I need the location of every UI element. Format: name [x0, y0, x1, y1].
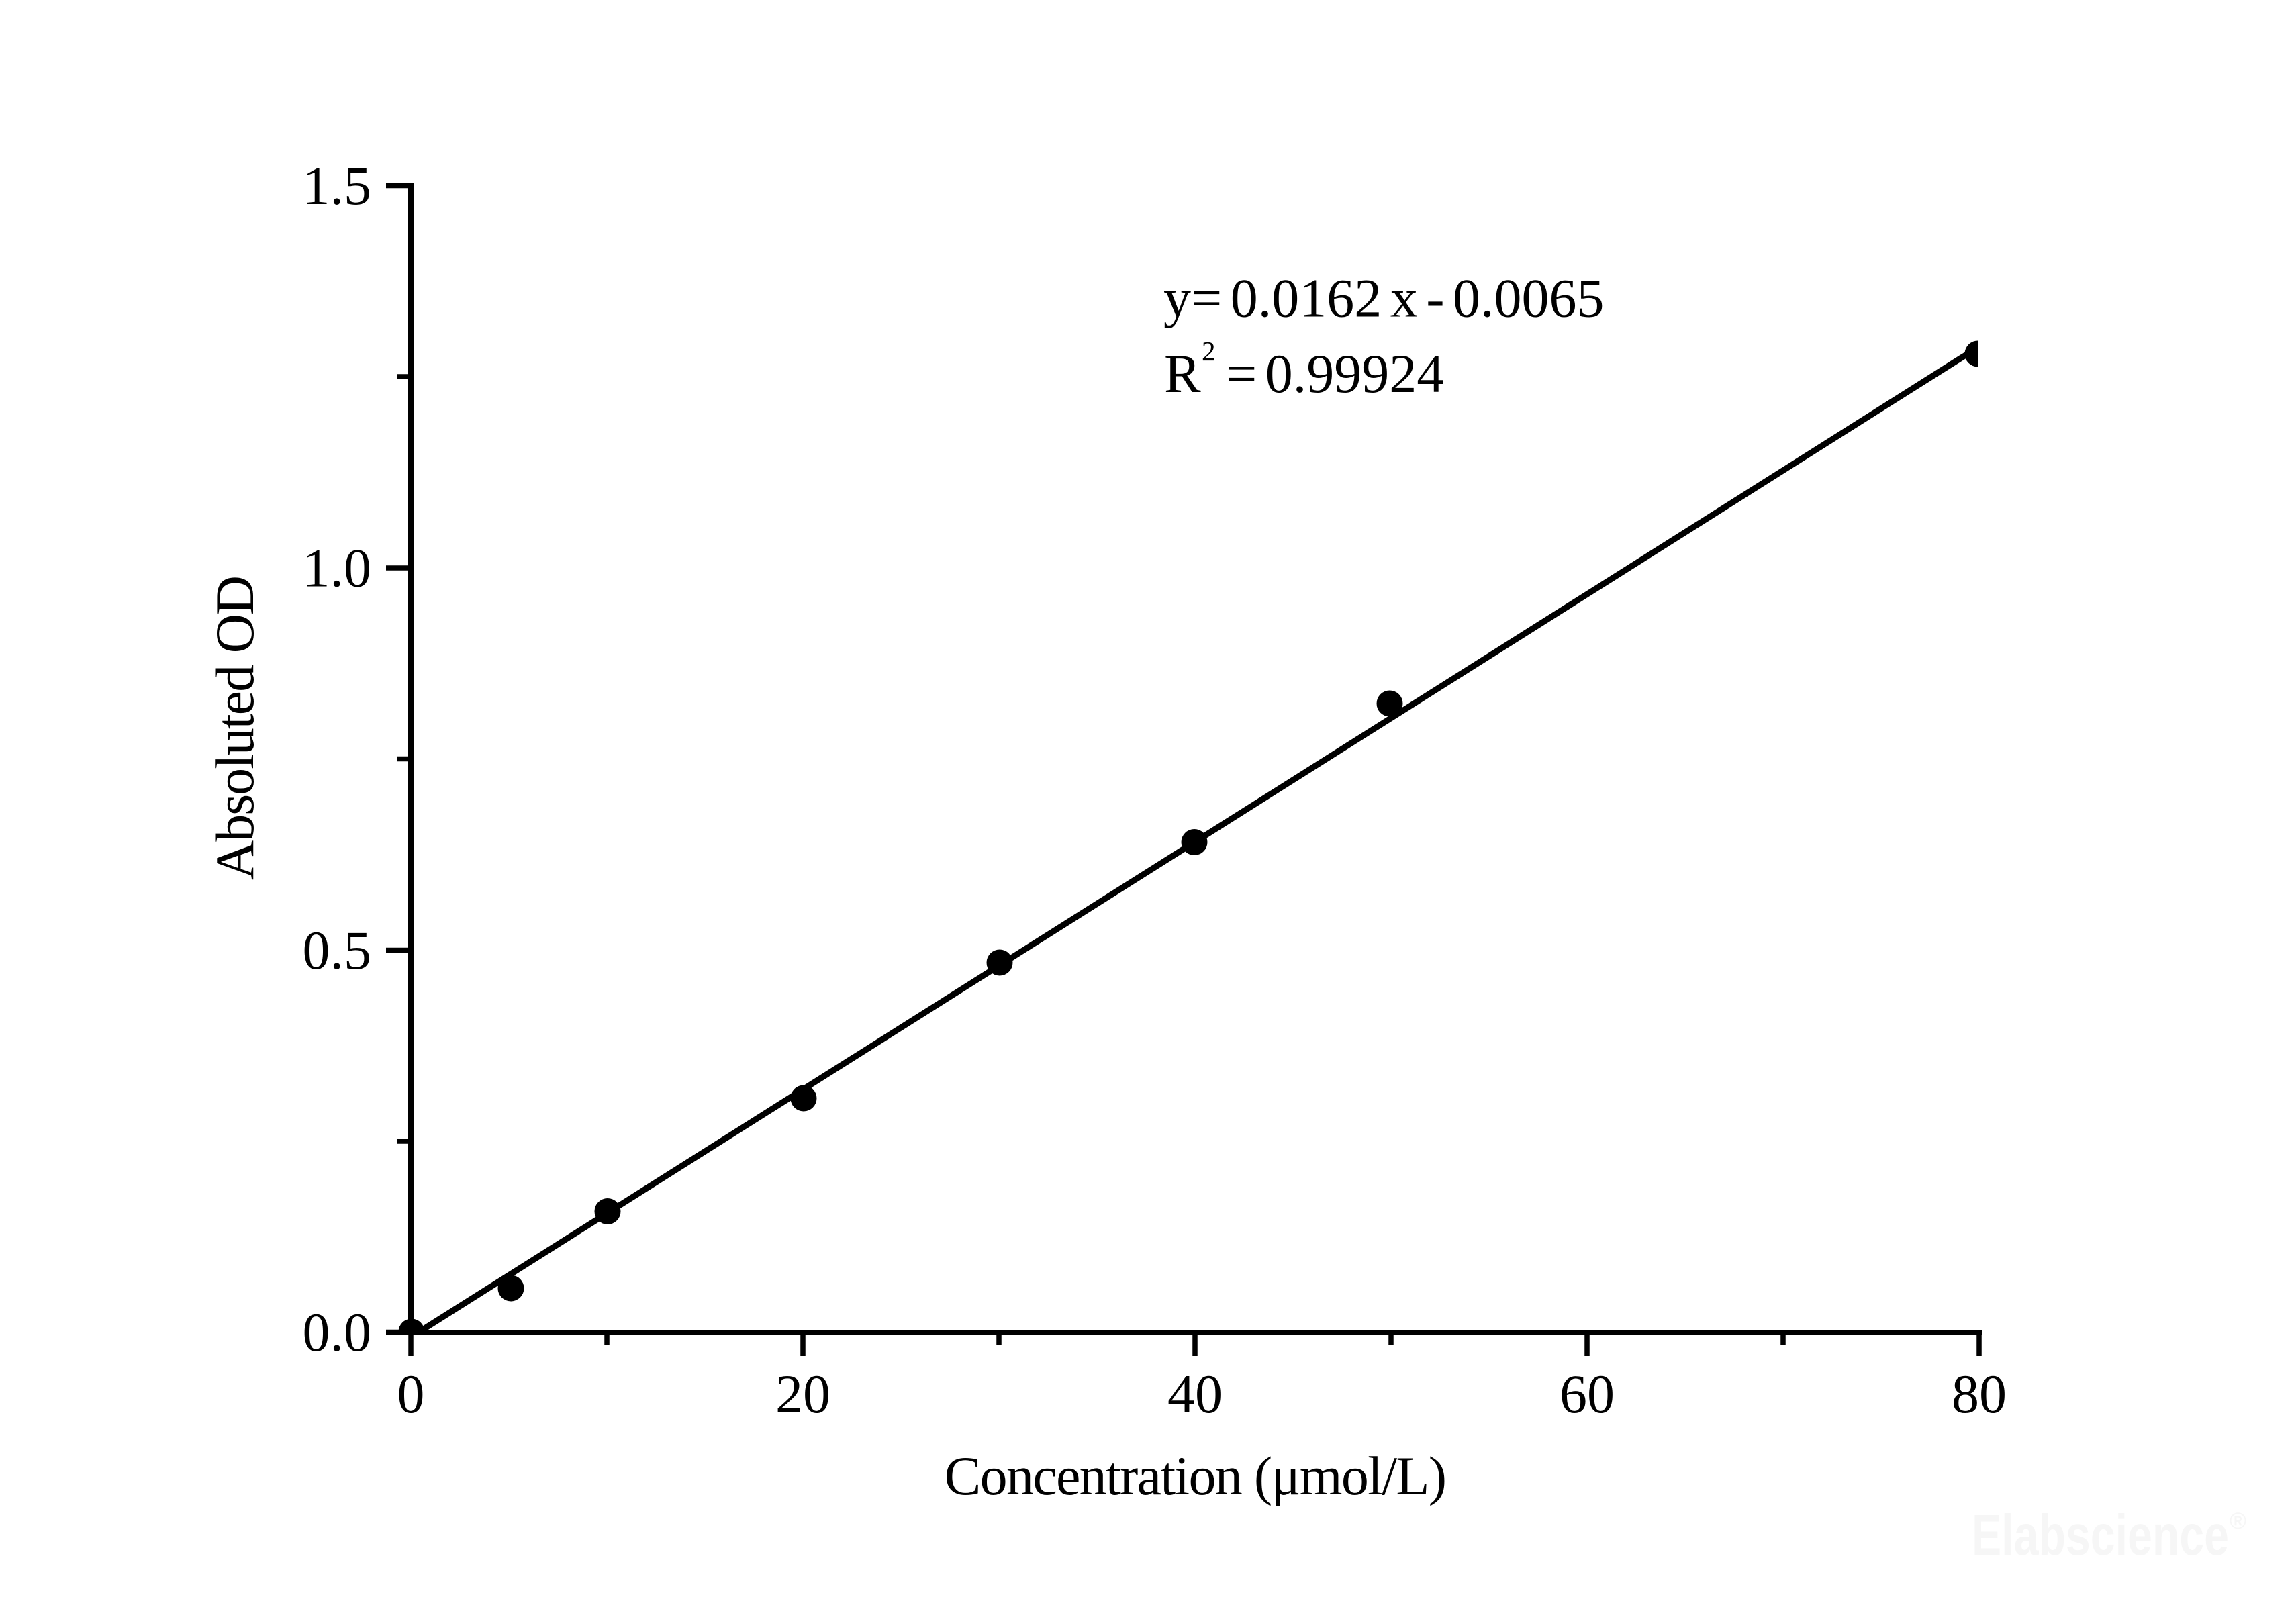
svg-text:80: 80 [1952, 1363, 2007, 1424]
svg-text:0.0: 0.0 [303, 1302, 372, 1363]
svg-text:Concentration (μmol/L): Concentration (μmol/L) [945, 1445, 1446, 1506]
svg-text:60: 60 [1560, 1363, 1615, 1424]
svg-text:Absoluted OD: Absoluted OD [204, 577, 265, 880]
svg-text:1.0: 1.0 [303, 537, 372, 598]
svg-text:0: 0 [397, 1363, 425, 1424]
svg-text:0.5: 0.5 [303, 920, 372, 981]
svg-text:®: ® [2230, 1508, 2246, 1534]
svg-text:40: 40 [1167, 1363, 1223, 1424]
svg-text:y= 0.0162 x - 0.0065: y= 0.0162 x - 0.0065 [1163, 268, 1605, 329]
svg-text:Elabscience: Elabscience [1972, 1504, 2229, 1567]
svg-text:20: 20 [775, 1363, 830, 1424]
svg-text:1.5: 1.5 [303, 155, 372, 216]
